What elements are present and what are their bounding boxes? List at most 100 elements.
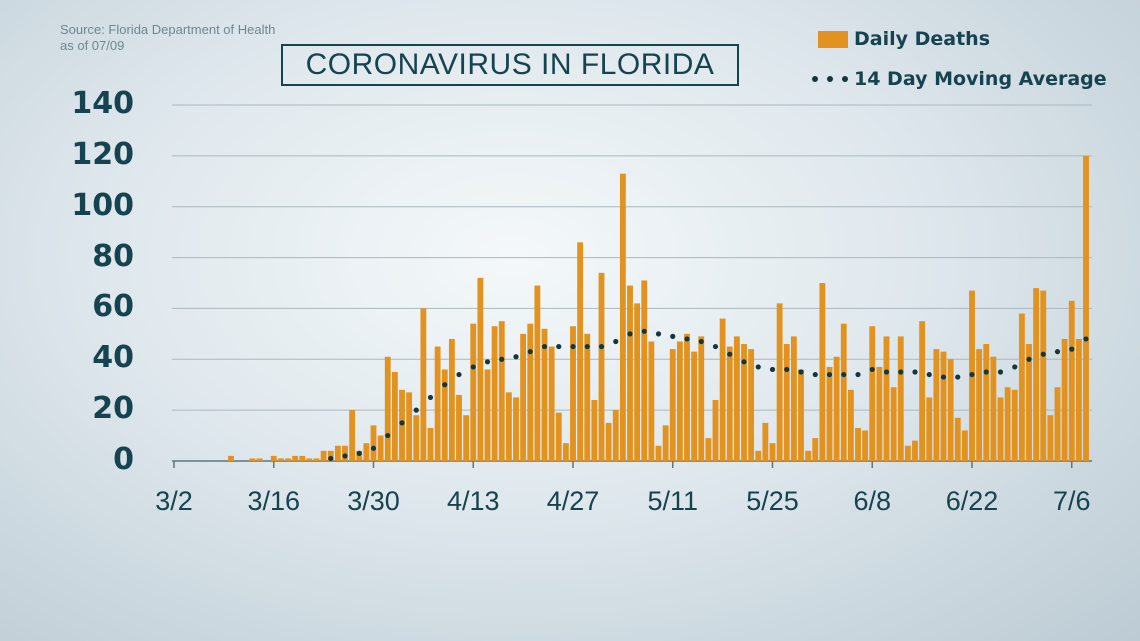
moving-average-point (641, 328, 647, 334)
moving-average-point (570, 343, 576, 350)
y-tick-label: 120 (71, 136, 134, 172)
moving-average-point (969, 371, 975, 378)
bar (691, 351, 698, 461)
bar (228, 455, 234, 461)
moving-average-point (912, 369, 918, 375)
chart-title-box: CORONAVIRUS IN FLORIDA (281, 44, 739, 86)
x-tick-label: 3/30 (347, 486, 400, 516)
moving-average-point (356, 450, 362, 456)
bar (783, 344, 790, 461)
bar (876, 366, 883, 461)
bar (320, 450, 327, 461)
moving-average-point (484, 359, 491, 365)
bar (391, 372, 398, 461)
bar (256, 458, 263, 461)
moving-average-point (584, 343, 590, 350)
bar (947, 359, 954, 461)
bar (919, 321, 926, 461)
moving-average-point (385, 432, 391, 439)
bar (427, 427, 434, 461)
bar (598, 272, 605, 461)
legend-daily-deaths-label: Daily Deaths (854, 28, 991, 50)
moving-average-point (556, 343, 562, 350)
bar (249, 458, 256, 461)
moving-average-point (869, 366, 875, 373)
bar (270, 455, 277, 461)
bar (954, 417, 961, 461)
bar (1033, 288, 1040, 461)
moving-average-point (470, 364, 476, 370)
bar (748, 349, 755, 461)
moving-average-point (1026, 356, 1032, 362)
moving-average-point (513, 354, 519, 360)
bar (334, 445, 341, 461)
bar (420, 308, 427, 461)
bar (1004, 387, 1011, 461)
moving-average-point (627, 331, 633, 337)
legend-bar-swatch (818, 30, 848, 48)
bar (513, 397, 519, 461)
bar (555, 412, 562, 461)
bar (869, 326, 876, 461)
bar (755, 450, 762, 461)
y-tick-label: 0 (113, 442, 134, 477)
bar (627, 285, 633, 461)
bar (1018, 313, 1025, 461)
bar (377, 435, 384, 461)
moving-average-point (499, 356, 505, 362)
moving-average-point (769, 366, 776, 373)
y-tick-label: 60 (92, 289, 134, 325)
bar (612, 410, 619, 461)
bar (762, 422, 769, 461)
y-tick-label: 100 (71, 187, 134, 223)
bar (733, 336, 740, 461)
moving-average-point (655, 331, 662, 337)
bar (776, 303, 783, 461)
moving-average-point (798, 369, 804, 375)
bar (662, 425, 669, 461)
bar (997, 397, 1004, 461)
bar (912, 440, 918, 461)
moving-average-point (698, 338, 704, 345)
x-tick-label: 4/13 (446, 486, 500, 516)
moving-average-point (541, 343, 548, 350)
moving-average-point (1069, 346, 1075, 352)
bar (548, 346, 555, 461)
moving-average-point (399, 420, 405, 426)
bar (363, 443, 370, 461)
bar (570, 326, 576, 461)
bar (1040, 290, 1047, 461)
moving-average-point (855, 371, 861, 378)
bar (413, 415, 420, 461)
chart-title: CORONAVIRUS IN FLORIDA (305, 48, 715, 81)
x-tick-label: 3/16 (247, 486, 301, 516)
moving-average-point (598, 343, 605, 350)
moving-average-point (784, 366, 790, 373)
bar (1075, 338, 1082, 461)
x-tick-label: 7/6 (1052, 486, 1091, 516)
bar (527, 323, 534, 461)
bar (655, 445, 662, 461)
bar (961, 430, 968, 461)
moving-average-point (670, 333, 676, 339)
bar (285, 458, 291, 461)
bar (605, 422, 612, 461)
bar (384, 356, 391, 461)
bar (491, 326, 498, 461)
bar (676, 341, 683, 461)
bar (812, 438, 819, 461)
bar (1047, 415, 1054, 461)
bar (669, 349, 676, 461)
bar (370, 425, 377, 461)
legend-moving-average-label: 14 Day Moving Average (854, 68, 1107, 90)
moving-average-point (413, 407, 419, 413)
bar (990, 356, 997, 461)
moving-average-point (755, 364, 761, 370)
legend-dots-swatch (812, 76, 848, 82)
moving-average-point (527, 349, 533, 355)
bar (798, 369, 804, 461)
bar (520, 333, 527, 461)
bar (976, 349, 983, 461)
moving-average-point (841, 371, 847, 378)
